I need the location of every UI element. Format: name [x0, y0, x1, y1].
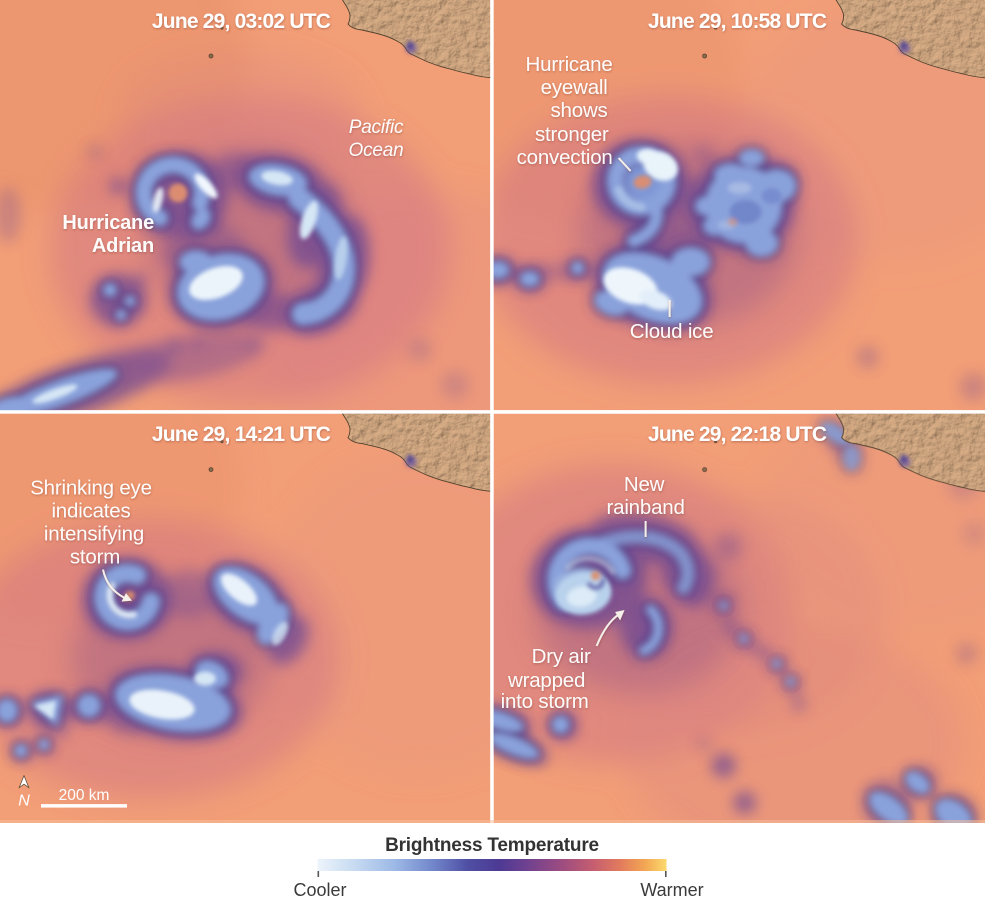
svg-text:N: N [18, 793, 30, 810]
svg-text:Hurricane: Hurricane [526, 53, 613, 76]
svg-text:shows: shows [550, 99, 607, 122]
svg-text:Cooler: Cooler [293, 880, 346, 900]
svg-text:Hurricane: Hurricane [62, 212, 154, 234]
svg-text:June 29, 14:21 UTC: June 29, 14:21 UTC [152, 423, 331, 446]
svg-text:stronger: stronger [535, 123, 609, 146]
svg-text:rainband: rainband [606, 496, 684, 519]
svg-text:Warmer: Warmer [640, 880, 703, 900]
svg-text:Pacific: Pacific [349, 117, 404, 138]
svg-text:convection: convection [517, 146, 613, 169]
svg-text:storm: storm [70, 546, 120, 569]
svg-text:New: New [624, 473, 665, 496]
svg-text:Cloud ice: Cloud ice [630, 320, 714, 343]
svg-text:Dry air: Dry air [532, 645, 591, 668]
svg-text:June 29, 22:18 UTC: June 29, 22:18 UTC [648, 423, 827, 446]
svg-text:eyewall: eyewall [541, 76, 608, 99]
svg-text:wrapped: wrapped [507, 669, 585, 692]
svg-text:intensifying: intensifying [44, 523, 144, 546]
svg-text:June 29, 10:58 UTC: June 29, 10:58 UTC [648, 10, 827, 33]
svg-text:June 29, 03:02 UTC: June 29, 03:02 UTC [152, 10, 331, 33]
svg-text:Adrian: Adrian [92, 235, 154, 257]
svg-text:Brightness Temperature: Brightness Temperature [385, 835, 599, 856]
svg-text:200 km: 200 km [59, 787, 110, 804]
svg-text:Shrinking eye: Shrinking eye [30, 477, 152, 500]
svg-text:indicates: indicates [51, 500, 130, 523]
svg-text:into storm: into storm [501, 690, 589, 713]
svg-text:Ocean: Ocean [349, 140, 404, 161]
